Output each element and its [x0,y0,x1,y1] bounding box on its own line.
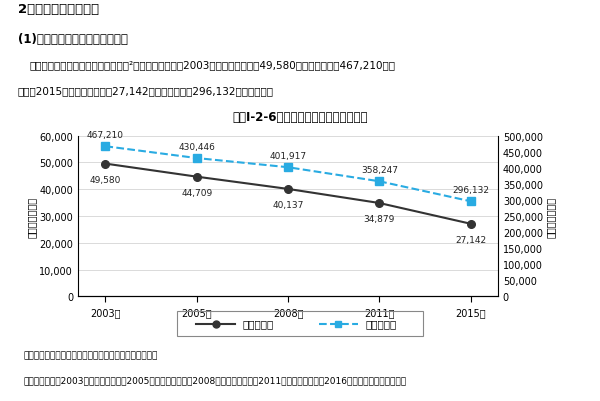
Text: 467,210: 467,210 [87,131,124,140]
Y-axis label: 事業所数（所）: 事業所数（所） [26,196,37,237]
Text: 44,709: 44,709 [181,188,212,197]
Text: 2　都内製造業の変化: 2 都内製造業の変化 [18,3,99,16]
Text: 図表Ⅰ-2-6　事業所数と従業者数の推移: 図表Ⅰ-2-6 事業所数と従業者数の推移 [232,111,368,124]
Text: あり、2015年には事業所数は27,142所、従業者数は296,132人となった。: あり、2015年には事業所数は27,142所、従業者数は296,132人となった… [18,85,274,95]
Text: （注）　点線部分は調査時点が異なるため接続しない。: （注） 点線部分は調査時点が異なるため接続しない。 [24,350,158,359]
Text: 34,879: 34,879 [364,215,395,224]
Y-axis label: 従業者数（人）: 従業者数（人） [546,196,556,237]
Text: 都事業所数: 都事業所数 [242,319,274,329]
Text: (1)　事業所数と従業者数の推移: (1) 事業所数と従業者数の推移 [18,33,128,47]
Text: 都内製造業の事業所数と従業者数²の推移をみると、2003年には事業所数は49,580所、従業者数は467,210人で: 都内製造業の事業所数と従業者数²の推移をみると、2003年には事業所数は49,5… [30,61,396,71]
Text: 49,580: 49,580 [90,175,121,184]
Text: 27,142: 27,142 [455,235,486,244]
Text: 都従業者数: 都従業者数 [365,319,397,329]
Text: 401,917: 401,917 [269,152,307,161]
Text: 296,132: 296,132 [452,186,489,195]
Text: 430,446: 430,446 [178,143,215,152]
Text: 358,247: 358,247 [361,166,398,175]
Text: 40,137: 40,137 [272,200,304,209]
Text: 資料：東京都「2003東京の工業」、「2005東京の工業」、「2008東京の工業」、「2011東京の工業」、「2016東京の工業」より作成。: 資料：東京都「2003東京の工業」、「2005東京の工業」、「2008東京の工業… [24,376,407,385]
